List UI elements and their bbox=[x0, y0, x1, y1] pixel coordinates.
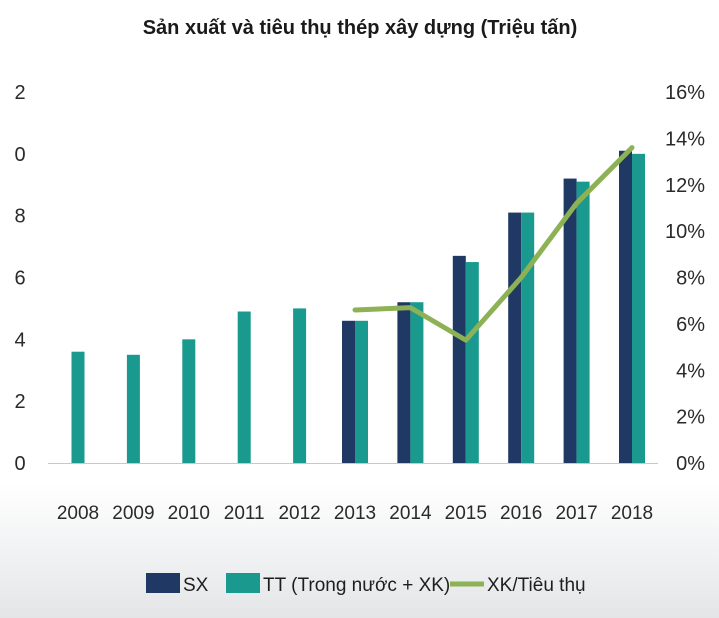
bar-tt bbox=[410, 302, 424, 463]
x-tick-label: 2010 bbox=[168, 503, 210, 524]
bar-tt bbox=[465, 262, 479, 463]
bar-tt bbox=[182, 339, 196, 463]
right-tick-label: 6% bbox=[676, 314, 705, 336]
bar-tt bbox=[237, 311, 251, 463]
left-tick-label: 0 bbox=[14, 453, 25, 475]
left-tick-label: 2 bbox=[14, 82, 25, 104]
legend-swatch-sx bbox=[146, 573, 180, 593]
right-tick-label: 2% bbox=[676, 407, 705, 429]
x-tick-label: 2015 bbox=[445, 503, 487, 524]
bars-group bbox=[71, 150, 645, 464]
legend: SX TT (Trong nước + XK) XK/Tiêu thụ bbox=[146, 573, 586, 596]
x-tick-label: 2018 bbox=[611, 503, 653, 524]
right-tick-label: 0% bbox=[676, 453, 705, 475]
chart-title: Sản xuất và tiêu thụ thép xây dựng (Triệ… bbox=[143, 17, 578, 39]
bar-sx bbox=[508, 212, 522, 463]
x-axis: 2008 2009 2010 2011 2012 2013 2014 2015 2016 2017… bbox=[48, 463, 658, 524]
bar-tt bbox=[521, 212, 535, 463]
bar-tt bbox=[632, 153, 645, 464]
bar-sx bbox=[563, 178, 577, 464]
x-tick-label: 2012 bbox=[278, 503, 320, 524]
x-tick-label: 2013 bbox=[334, 503, 376, 524]
line-series-group bbox=[352, 145, 635, 343]
bar-tt bbox=[126, 354, 140, 463]
left-tick-label: 8 bbox=[14, 206, 25, 228]
x-tick-label: 2008 bbox=[57, 503, 99, 524]
line-xk-tieu-thu bbox=[352, 145, 635, 343]
left-tick-label: 4 bbox=[14, 329, 25, 351]
legend-label-xk: XK/Tiêu thụ bbox=[487, 575, 586, 596]
right-tick-label: 16% bbox=[665, 82, 705, 104]
right-tick-label: 10% bbox=[665, 221, 705, 243]
x-tick-label: 2016 bbox=[500, 503, 542, 524]
bar-tt bbox=[576, 181, 590, 464]
right-tick-label: 14% bbox=[665, 128, 705, 150]
bar-tt bbox=[355, 320, 368, 463]
x-tick-label: 2009 bbox=[112, 503, 154, 524]
left-axis: 0 2 4 6 8 0 2 bbox=[14, 82, 25, 475]
left-tick-label: 0 bbox=[14, 144, 25, 166]
x-tick-label: 2011 bbox=[224, 503, 265, 524]
bar-tt bbox=[71, 351, 85, 463]
bar-sx bbox=[452, 255, 466, 463]
legend-label-sx: SX bbox=[183, 575, 209, 596]
x-tick-label: 2014 bbox=[389, 503, 432, 524]
bar-tt bbox=[293, 308, 307, 463]
bar-sx bbox=[342, 320, 355, 463]
bar-sx bbox=[397, 302, 411, 463]
right-axis: 0% 2% 4% 6% 8% 10% 12% 14% 16% bbox=[665, 82, 705, 475]
legend-label-tt: TT (Trong nước + XK) bbox=[263, 575, 450, 596]
right-tick-label: 4% bbox=[676, 360, 705, 382]
left-tick-label: 2 bbox=[14, 391, 25, 413]
left-tick-label: 6 bbox=[14, 268, 25, 290]
x-tick-label: 2017 bbox=[555, 503, 597, 524]
right-tick-label: 8% bbox=[676, 268, 705, 290]
right-tick-label: 12% bbox=[665, 175, 705, 197]
legend-swatch-tt bbox=[226, 573, 260, 593]
bar-sx bbox=[619, 150, 632, 463]
